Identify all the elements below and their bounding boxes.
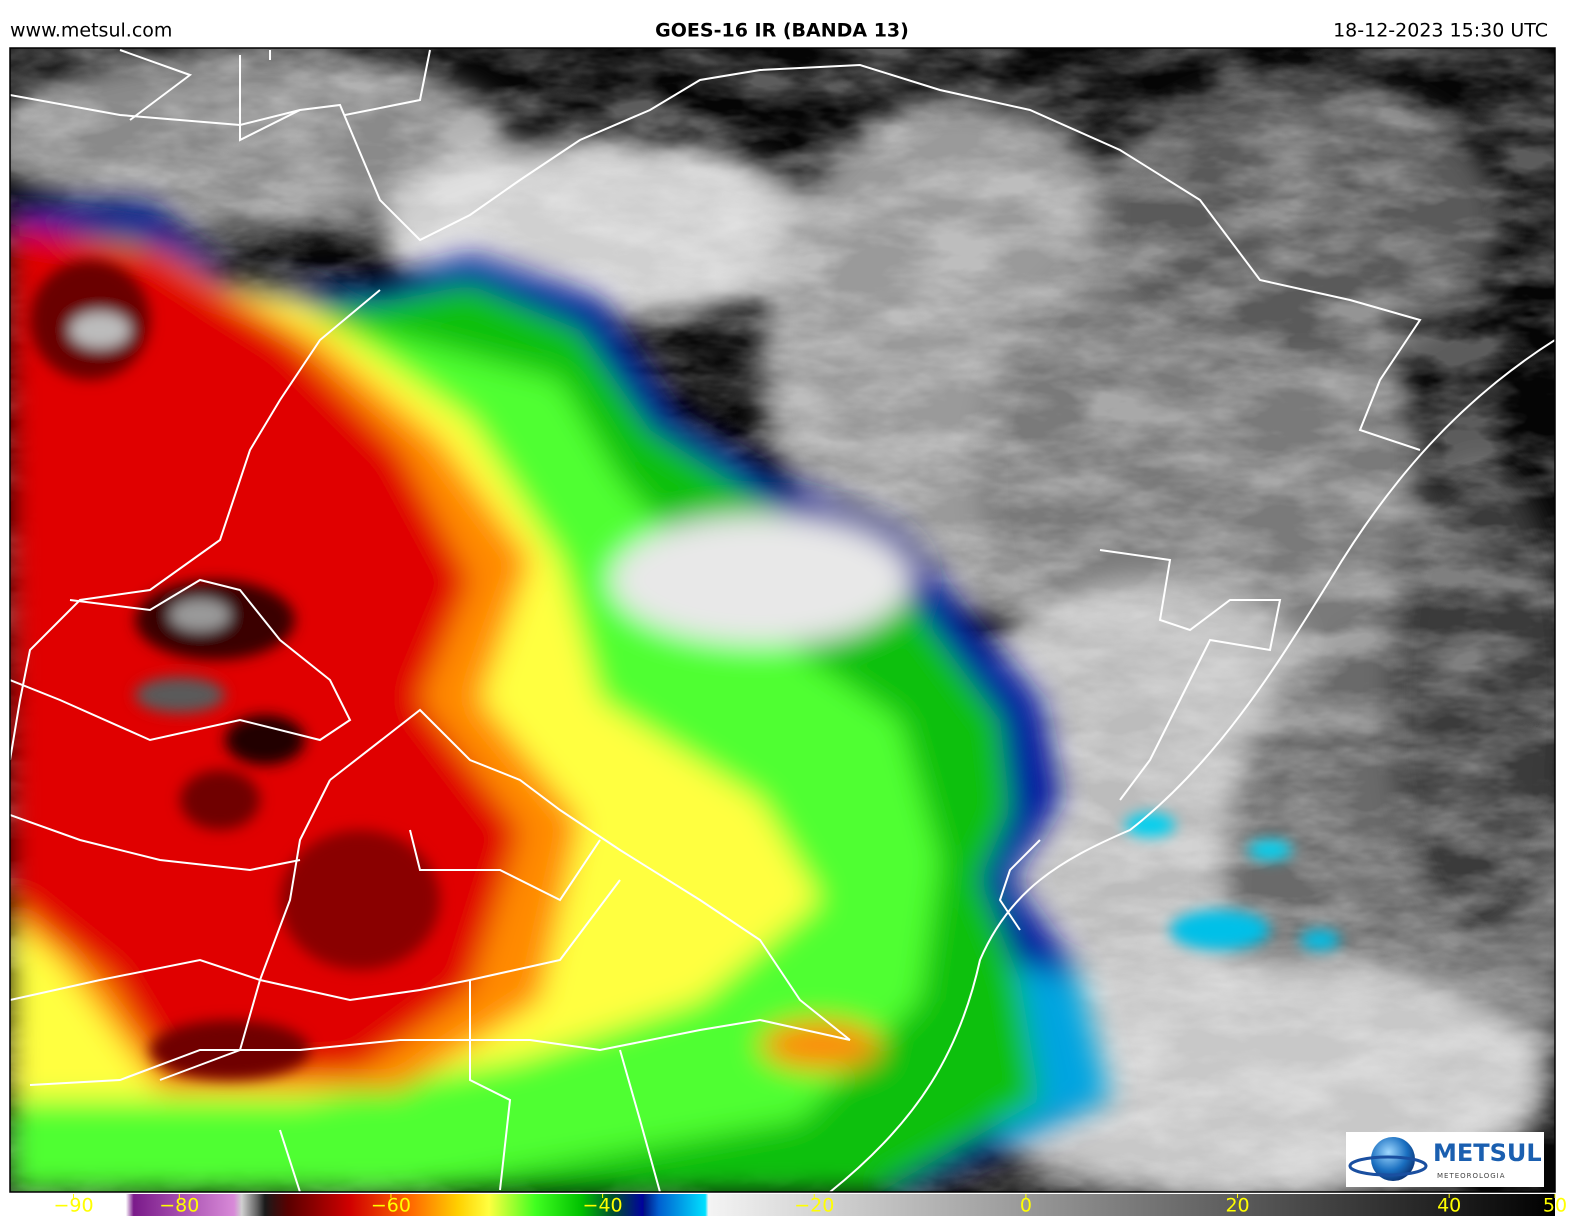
map-frame — [9, 47, 1556, 1193]
logo-globe — [1371, 1137, 1415, 1181]
colorbar-tick-label: 0 — [1020, 1195, 1032, 1217]
colorbar-tick-label: 50 — [1543, 1195, 1567, 1217]
colorbar-tick-label: −90 — [53, 1195, 93, 1217]
colorbar-ramp — [10, 1194, 1555, 1216]
satellite-imagery — [10, 48, 1555, 1192]
cold-cloud-tops — [30, 260, 1340, 1080]
colorbar-tick-label: −60 — [371, 1195, 411, 1217]
colorbar-tick-label: 40 — [1437, 1195, 1461, 1217]
image-title: GOES-16 IR (BANDA 13) — [655, 20, 909, 42]
colorbar-tick-label: 20 — [1225, 1195, 1249, 1217]
boundaries — [10, 49, 1555, 1192]
colorbar-tick-label: −40 — [583, 1195, 623, 1217]
colorbar-tick-label: −80 — [159, 1195, 199, 1217]
colorbar-tick-label: −20 — [794, 1195, 834, 1217]
site-url: www.metsul.com — [10, 20, 172, 42]
convective-system — [10, 205, 1110, 1192]
logo-ring — [1348, 1155, 1428, 1177]
logo-name: METSUL — [1433, 1139, 1542, 1167]
timestamp: 18-12-2023 15:30 UTC — [1333, 20, 1548, 42]
logo-tagline: METEOROLOGIA — [1437, 1172, 1505, 1180]
colorbar: −90 −80 −60 −40 −20 0 20 40 50 — [10, 1194, 1567, 1217]
logo: METSUL METEOROLOGIA — [1346, 1132, 1544, 1187]
